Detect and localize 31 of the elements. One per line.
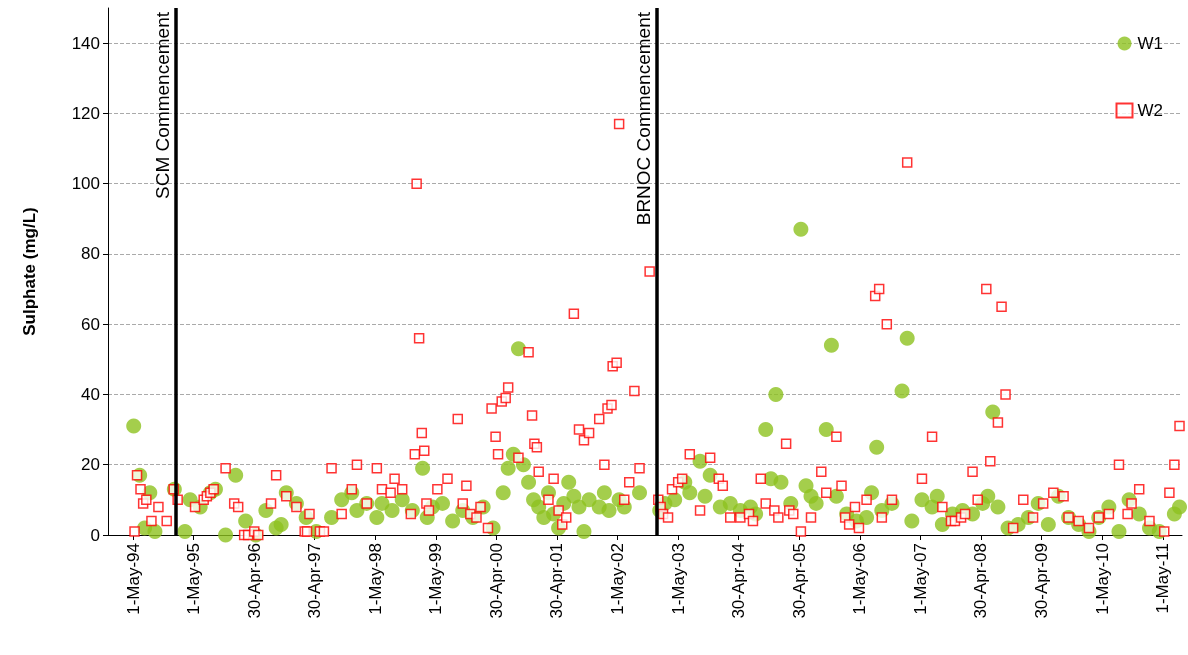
legend-label: W2 [1137,101,1163,120]
x-tick-label: 30-Apr-04 [729,543,749,619]
x-tick-label: 1-May-02 [608,543,628,615]
x-tick-label: 30-Apr-00 [486,543,506,619]
x-tick-label: 1-May-94 [123,543,143,615]
x-tick-label: 1-May-06 [850,543,870,615]
x-tick-label: 1-May-07 [910,543,930,615]
ref-line-label: BRNOC Commencement [633,11,655,226]
x-tick-label: 30-Apr-05 [789,543,809,619]
y-tick-label: 60 [81,314,100,334]
y-tick-label: 40 [81,384,100,404]
y-tick-label: 100 [71,174,100,194]
x-tick-label: 1-May-03 [668,543,688,615]
ref-line-label: SCM Commencement [152,11,173,199]
y-tick-label: 140 [71,33,100,53]
x-tick-label: 1-May-95 [184,543,204,615]
y-tick-label: 80 [81,244,100,264]
x-tick-label: 30-Apr-08 [971,543,991,619]
x-tick-label: 30-Apr-96 [244,543,264,619]
x-tick-label: 1-May-10 [1092,543,1112,615]
y-tick-label: 20 [81,455,100,475]
x-tick-label: 1-May-99 [426,543,446,615]
x-tick-label: 30-Apr-97 [305,543,325,619]
y-tick-label: 0 [90,525,100,545]
x-tick-label: 30-Apr-09 [1032,543,1052,619]
x-tick-label: 30-Apr-01 [547,543,567,619]
legend-label: W1 [1137,34,1163,53]
x-tick-label: 1-May-11 [1153,543,1173,614]
y-axis-title: Sulphate (mg/L) [20,207,39,336]
x-tick-label: 1-May-98 [365,543,385,615]
y-tick-label: 120 [71,103,100,123]
